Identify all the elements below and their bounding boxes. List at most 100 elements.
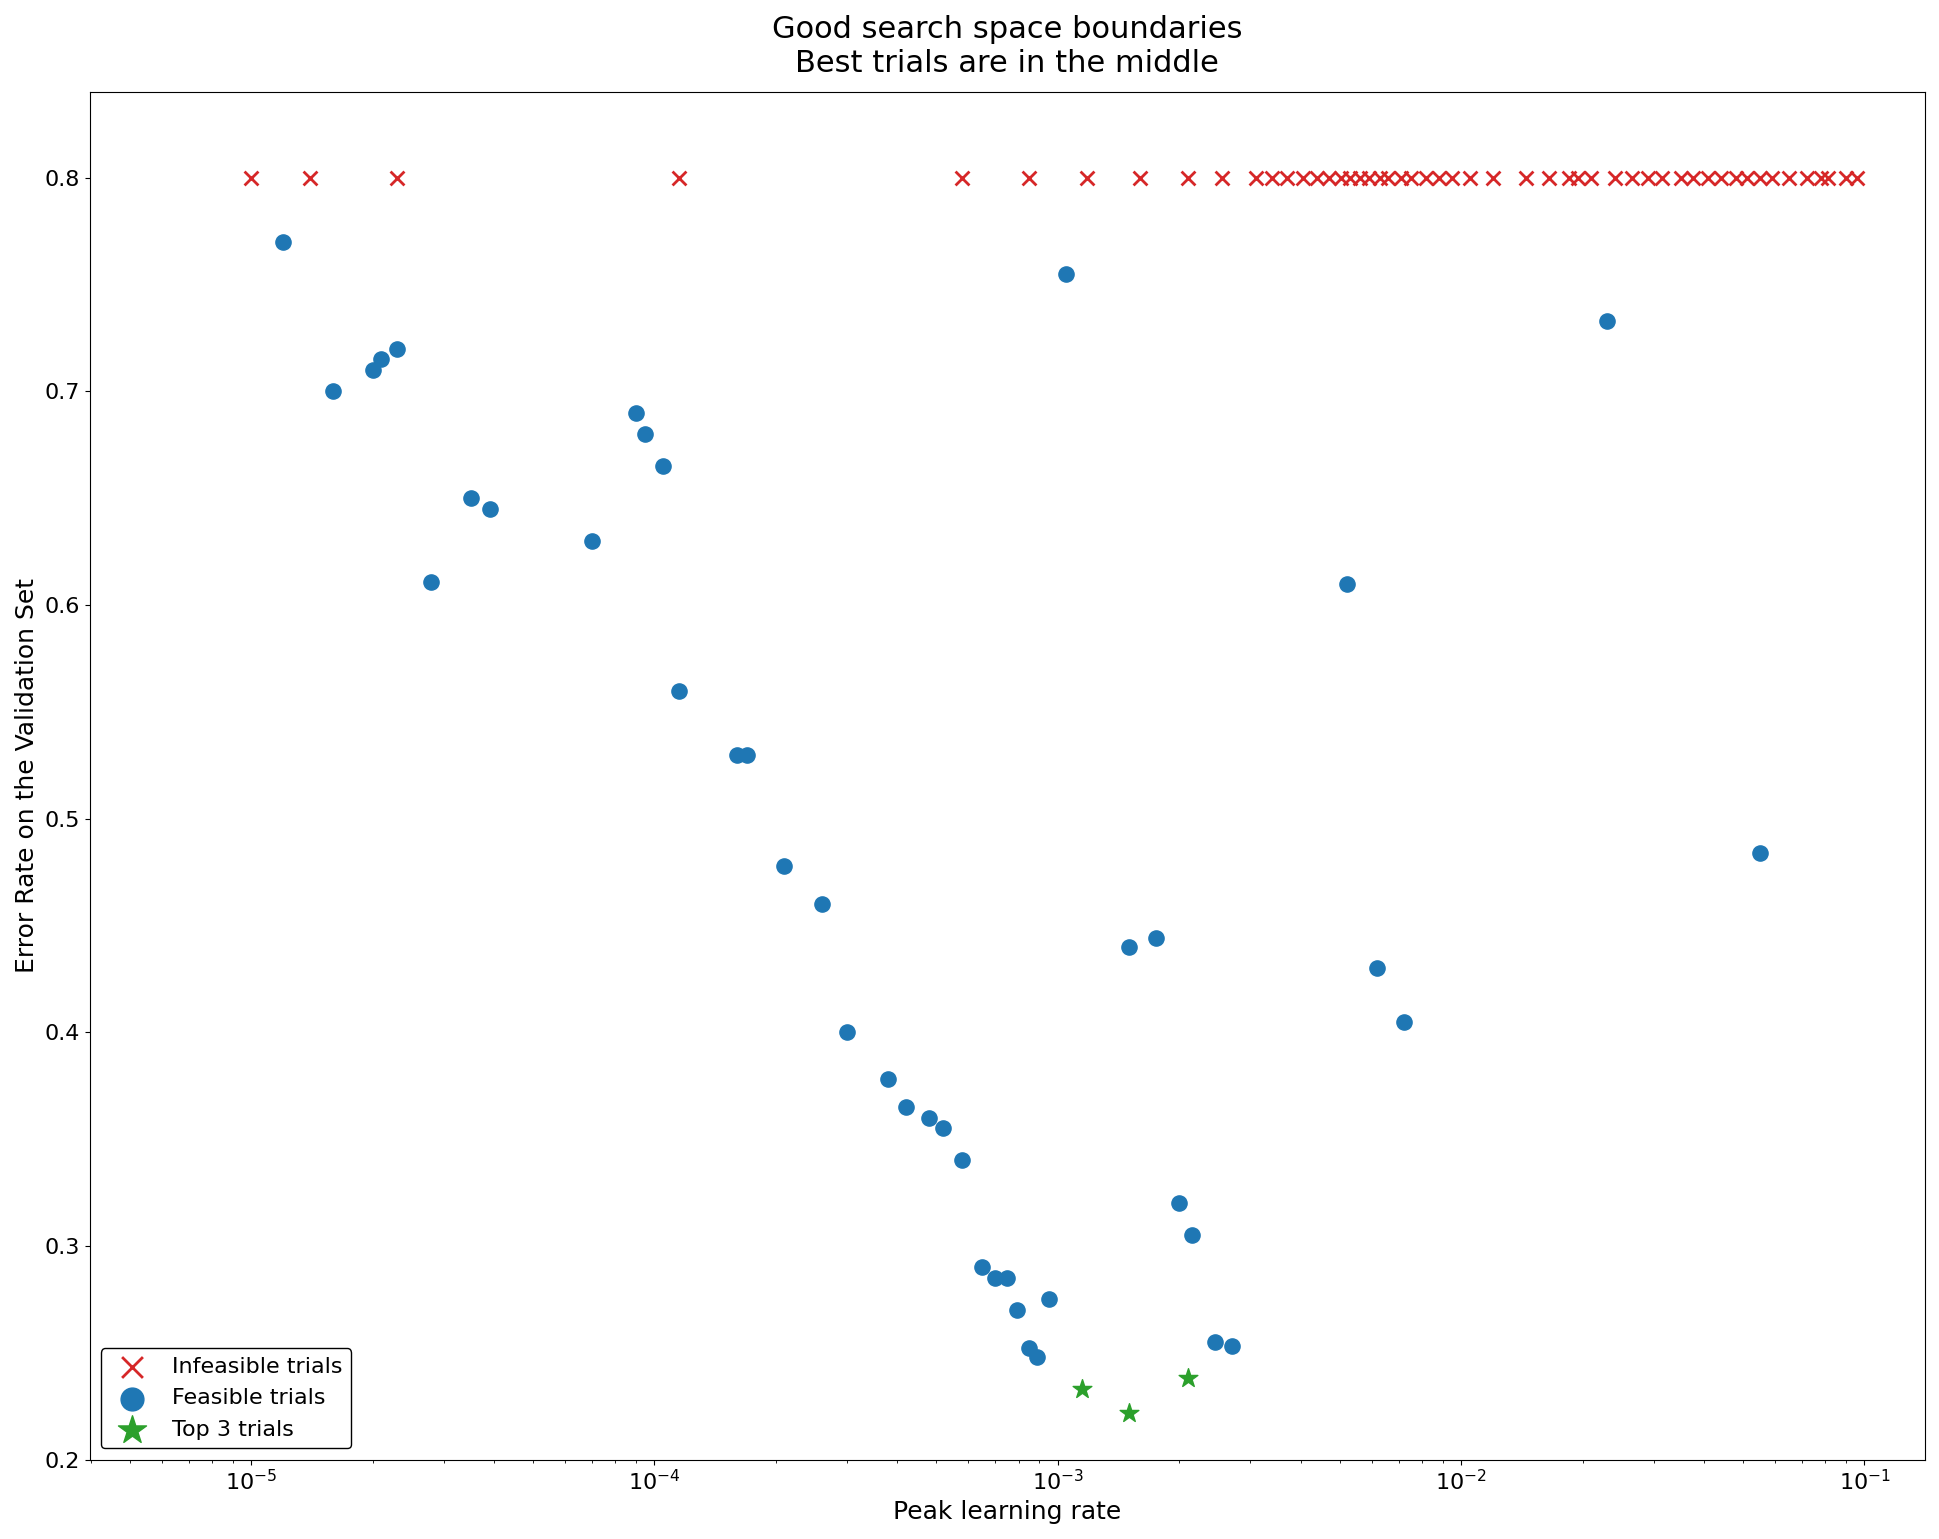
Feasible trials [768, 854, 799, 879]
Infeasible trials [1301, 166, 1332, 191]
Infeasible trials [1598, 166, 1629, 191]
Feasible trials [473, 497, 504, 522]
Feasible trials [1590, 309, 1621, 334]
Infeasible trials [1353, 166, 1384, 191]
Infeasible trials [1677, 166, 1708, 191]
Feasible trials [1022, 1345, 1053, 1370]
Infeasible trials [1206, 166, 1237, 191]
Infeasible trials [1743, 166, 1774, 191]
Infeasible trials [1454, 166, 1485, 191]
Infeasible trials [1720, 166, 1751, 191]
Infeasible trials [1313, 166, 1344, 191]
Infeasible trials [1840, 166, 1871, 191]
Infeasible trials [1256, 166, 1287, 191]
Infeasible trials [1755, 166, 1786, 191]
Infeasible trials [1772, 166, 1803, 191]
Top 3 trials [1171, 1367, 1202, 1391]
Feasible trials [807, 891, 838, 916]
Infeasible trials [1394, 166, 1425, 191]
Infeasible trials [1373, 166, 1404, 191]
Infeasible trials [1664, 166, 1695, 191]
Feasible trials [382, 337, 413, 362]
Feasible trials [576, 529, 607, 554]
Infeasible trials [1805, 166, 1836, 191]
Feasible trials [991, 1265, 1022, 1290]
Feasible trials [979, 1265, 1010, 1290]
Infeasible trials [1830, 166, 1861, 191]
Infeasible trials [1646, 166, 1677, 191]
Feasible trials [731, 742, 762, 766]
Infeasible trials [1239, 166, 1270, 191]
Infeasible trials [295, 166, 326, 191]
Feasible trials [927, 1116, 958, 1140]
Feasible trials [1388, 1010, 1419, 1034]
Feasible trials [913, 1105, 944, 1130]
Feasible trials [268, 229, 299, 254]
Infeasible trials [1574, 166, 1605, 191]
Infeasible trials [1423, 166, 1454, 191]
Feasible trials [1033, 1287, 1065, 1311]
Feasible trials [1216, 1334, 1247, 1359]
Feasible trials [890, 1094, 921, 1119]
Feasible trials [1163, 1191, 1194, 1216]
Infeasible trials [946, 166, 977, 191]
Feasible trials [415, 569, 446, 594]
Feasible trials [663, 679, 694, 703]
Infeasible trials [1334, 166, 1365, 191]
Feasible trials [365, 348, 396, 372]
Feasible trials [357, 357, 388, 382]
Feasible trials [1014, 1336, 1045, 1360]
Infeasible trials [1730, 166, 1761, 191]
Feasible trials [873, 1067, 904, 1091]
Infeasible trials [1631, 166, 1662, 191]
Feasible trials [1051, 262, 1082, 286]
Infeasible trials [1384, 166, 1415, 191]
Feasible trials [456, 486, 487, 511]
Feasible trials [1198, 1330, 1229, 1354]
Infeasible trials [1478, 166, 1509, 191]
Title: Good search space boundaries
Best trials are in the middle: Good search space boundaries Best trials… [772, 15, 1243, 77]
Infeasible trials [1014, 166, 1045, 191]
Infeasible trials [1410, 166, 1441, 191]
Feasible trials [1113, 934, 1144, 959]
Infeasible trials [1790, 166, 1821, 191]
Infeasible trials [1344, 166, 1375, 191]
Infeasible trials [382, 166, 413, 191]
Feasible trials [832, 1020, 863, 1045]
Infeasible trials [663, 166, 694, 191]
Feasible trials [620, 400, 652, 425]
Top 3 trials [1113, 1400, 1144, 1425]
Infeasible trials [235, 166, 266, 191]
Infeasible trials [1615, 166, 1646, 191]
Top 3 trials [1066, 1377, 1097, 1402]
Infeasible trials [1070, 166, 1101, 191]
Feasible trials [1330, 571, 1361, 596]
Infeasible trials [1811, 166, 1842, 191]
Feasible trials [648, 454, 679, 479]
Infeasible trials [1324, 166, 1355, 191]
Feasible trials [1743, 840, 1774, 865]
Infeasible trials [1437, 166, 1468, 191]
Feasible trials [1175, 1224, 1206, 1248]
Infeasible trials [1171, 166, 1202, 191]
Feasible trials [1361, 956, 1392, 980]
Infeasible trials [1532, 166, 1563, 191]
Infeasible trials [1270, 166, 1301, 191]
Feasible trials [1001, 1297, 1032, 1322]
Feasible trials [630, 422, 661, 446]
Infeasible trials [1693, 166, 1724, 191]
Feasible trials [1140, 926, 1171, 951]
Y-axis label: Error Rate on the Validation Set: Error Rate on the Validation Set [16, 579, 39, 974]
X-axis label: Peak learning rate: Peak learning rate [892, 1501, 1121, 1524]
Infeasible trials [1561, 166, 1592, 191]
Feasible trials [318, 379, 349, 403]
Infeasible trials [1287, 166, 1319, 191]
Infeasible trials [1553, 166, 1584, 191]
Feasible trials [721, 742, 752, 766]
Infeasible trials [1363, 166, 1394, 191]
Feasible trials [946, 1148, 977, 1173]
Legend: Infeasible trials, Feasible trials, Top 3 trials: Infeasible trials, Feasible trials, Top … [101, 1348, 351, 1448]
Feasible trials [966, 1254, 997, 1279]
Infeasible trials [1704, 166, 1735, 191]
Infeasible trials [1510, 166, 1542, 191]
